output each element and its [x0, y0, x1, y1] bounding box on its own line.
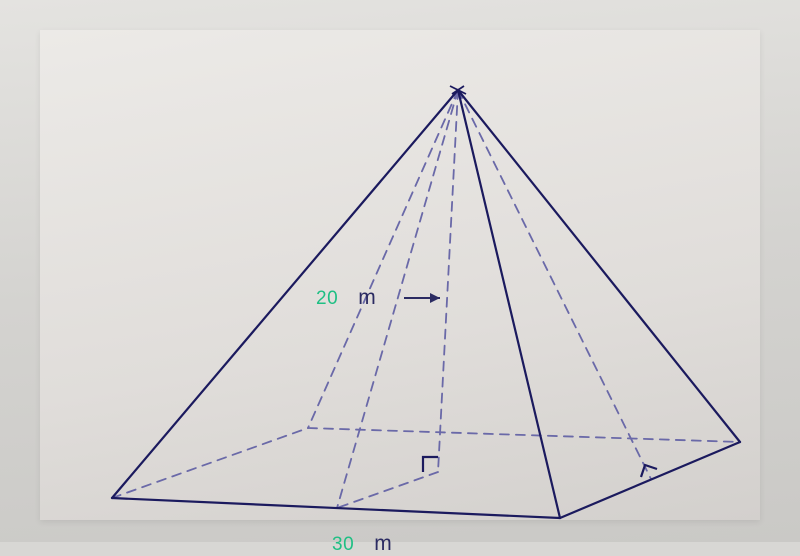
base-unit: m — [360, 532, 392, 555]
base-label: 30 m — [332, 532, 392, 556]
viewport: 20 m 30 m — [0, 0, 800, 542]
base-value: 30 — [332, 534, 354, 555]
height-unit: m — [344, 286, 376, 309]
pyramid-diagram — [40, 30, 760, 520]
canvas: 20 m 30 m — [40, 30, 760, 520]
height-value: 20 — [316, 288, 338, 309]
height-label: 20 m — [316, 286, 376, 310]
